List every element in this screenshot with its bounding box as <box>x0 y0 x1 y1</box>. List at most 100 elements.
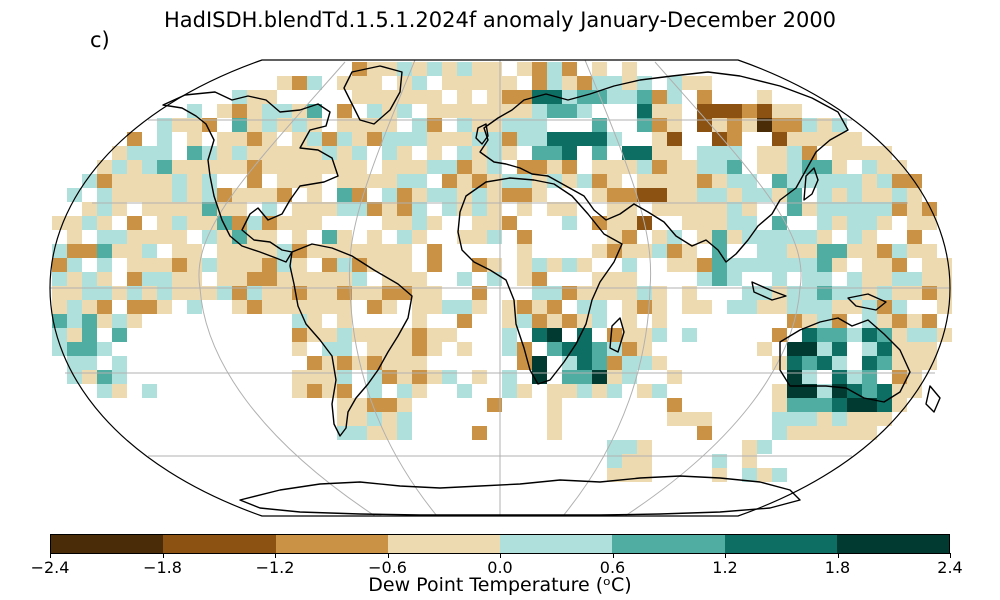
anomaly-cell <box>847 370 862 384</box>
anomaly-cell <box>262 216 277 230</box>
anomaly-cell <box>397 272 412 286</box>
anomaly-cell <box>82 216 97 230</box>
anomaly-cell <box>367 244 382 258</box>
anomaly-cell <box>262 90 277 104</box>
anomaly-cell <box>547 286 562 300</box>
anomaly-cell <box>367 90 382 104</box>
anomaly-cell <box>772 300 787 314</box>
anomaly-cell <box>277 258 292 272</box>
panel-label: c) <box>90 28 110 52</box>
colorbar-tick-mark <box>387 553 389 558</box>
anomaly-cell <box>877 286 892 300</box>
anomaly-cell <box>592 370 607 384</box>
anomaly-cell <box>697 188 712 202</box>
anomaly-cell <box>622 62 637 76</box>
colorbar-tick-mark <box>725 553 726 558</box>
anomaly-cell <box>217 272 232 286</box>
anomaly-cell <box>877 244 892 258</box>
anomaly-cell <box>472 230 487 244</box>
anomaly-cell <box>67 300 82 314</box>
anomaly-cell <box>637 188 652 202</box>
anomaly-cell <box>262 132 277 146</box>
anomaly-cell <box>292 216 307 230</box>
anomaly-cell <box>427 342 442 356</box>
anomaly-cell <box>352 146 367 160</box>
anomaly-cell <box>532 286 547 300</box>
anomaly-cell <box>667 202 682 216</box>
colorbar-tick-label: 1.2 <box>712 558 738 577</box>
anomaly-cell <box>382 300 397 314</box>
anomaly-cell <box>157 202 172 216</box>
anomaly-cell <box>367 426 382 440</box>
anomaly-cell <box>907 188 922 202</box>
anomaly-cell <box>787 118 802 132</box>
anomaly-cell <box>67 342 82 356</box>
anomaly-cell <box>97 286 112 300</box>
anomaly-cell <box>772 426 787 440</box>
colorbar-tick-label: −1.2 <box>255 558 295 577</box>
anomaly-cell <box>172 174 187 188</box>
anomaly-cell <box>562 342 577 356</box>
anomaly-cell <box>112 160 127 174</box>
anomaly-cell <box>232 160 247 174</box>
anomaly-cell <box>502 384 517 398</box>
colorbar-segment <box>724 535 837 553</box>
anomaly-cell <box>742 440 757 454</box>
anomaly-cell <box>547 328 562 342</box>
anomaly-cell <box>502 216 517 230</box>
anomaly-cell <box>712 216 727 230</box>
anomaly-cell <box>367 202 382 216</box>
anomaly-cell <box>442 188 457 202</box>
anomaly-cell <box>817 244 832 258</box>
anomaly-cell <box>397 216 412 230</box>
anomaly-cell <box>457 174 472 188</box>
anomaly-cell <box>622 342 637 356</box>
anomaly-cell <box>847 328 862 342</box>
anomaly-cell <box>262 258 277 272</box>
anomaly-cell <box>352 244 367 258</box>
anomaly-cell <box>97 272 112 286</box>
anomaly-cell <box>922 258 937 272</box>
anomaly-cell <box>262 230 277 244</box>
anomaly-cell <box>52 342 67 356</box>
anomaly-cell <box>427 160 442 174</box>
anomaly-cell <box>247 216 262 230</box>
anomaly-cell <box>892 174 907 188</box>
anomaly-cell <box>757 300 772 314</box>
anomaly-cell <box>127 188 142 202</box>
anomaly-cell <box>877 216 892 230</box>
anomaly-cell <box>352 398 367 412</box>
anomaly-cell <box>157 118 172 132</box>
colorbar-label: Dew Point Temperature (ᵒC) <box>368 574 632 596</box>
anomaly-cell <box>142 188 157 202</box>
anomaly-cell <box>727 188 742 202</box>
anomaly-cell <box>697 202 712 216</box>
anomaly-cell <box>292 272 307 286</box>
anomaly-cell <box>847 132 862 146</box>
anomaly-cell <box>172 216 187 230</box>
anomaly-cell <box>232 188 247 202</box>
anomaly-cell <box>832 412 847 426</box>
anomaly-cell <box>172 272 187 286</box>
anomaly-cell <box>817 384 832 398</box>
anomaly-cell <box>802 398 817 412</box>
anomaly-cell <box>502 342 517 356</box>
anomaly-cell <box>367 132 382 146</box>
coastline-britain <box>475 123 489 145</box>
anomaly-cell <box>622 146 637 160</box>
anomaly-cell <box>757 440 772 454</box>
anomaly-cell <box>487 118 502 132</box>
anomaly-cell <box>622 216 637 230</box>
anomaly-cell <box>307 314 322 328</box>
anomaly-cell <box>802 202 817 216</box>
anomaly-cell <box>322 230 337 244</box>
anomaly-cell <box>352 62 367 76</box>
anomaly-cell <box>562 146 577 160</box>
anomaly-cell <box>892 202 907 216</box>
anomaly-cell <box>457 132 472 146</box>
colorbar-tick-label: −2.4 <box>30 558 70 577</box>
anomaly-cell <box>337 146 352 160</box>
anomaly-cell <box>112 384 127 398</box>
anomaly-cell <box>892 272 907 286</box>
anomaly-cell <box>877 258 892 272</box>
